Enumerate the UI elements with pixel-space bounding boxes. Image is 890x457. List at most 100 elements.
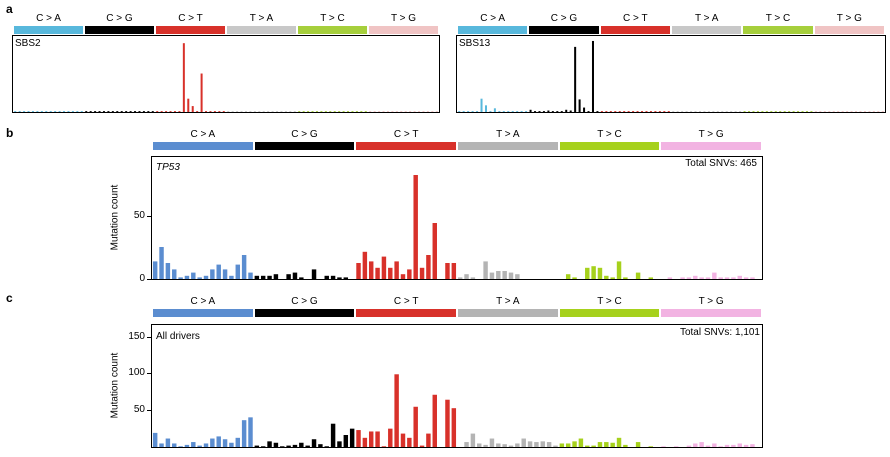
sbs13-bar-91 — [863, 111, 866, 112]
all-drivers-bar-35 — [375, 431, 380, 447]
chart-frame-all-drivers — [151, 324, 763, 448]
sbs13-bar-0 — [458, 111, 461, 112]
sbs2-bar-4 — [31, 111, 34, 112]
all-drivers-bar-8 — [203, 443, 209, 447]
sbs13-bar-76 — [797, 111, 800, 112]
sbs13-bar-16 — [529, 109, 532, 112]
sbs13-bar-84 — [832, 111, 835, 112]
tp53-bar-46 — [445, 263, 450, 279]
tp53-bar-78 — [648, 277, 654, 279]
sbs13-bar-34 — [609, 111, 612, 112]
total-snvs-c: Total SNVs: 1,101 — [679, 327, 760, 338]
tp53-bar-7 — [197, 277, 202, 279]
sbs13-bar-83 — [828, 111, 831, 112]
tp53-bar-21 — [286, 274, 291, 279]
all-drivers-bar-9 — [210, 438, 215, 447]
category-color-bar-aR-3 — [672, 26, 742, 34]
category-color-bar-b-1 — [254, 142, 355, 150]
all-drivers-bar-38 — [394, 374, 399, 447]
all-drivers-bar-63 — [553, 445, 558, 447]
sbs2-bar-95 — [435, 111, 438, 112]
sbs13-bar-29 — [587, 111, 590, 112]
sbs2-bar-29 — [142, 111, 145, 112]
all-drivers-bar-1 — [159, 443, 164, 447]
sbs13-bar-59 — [721, 111, 724, 112]
sbs2-bar-85 — [391, 111, 394, 112]
all-drivers-bar-47 — [451, 408, 457, 447]
sbs2-bar-65 — [302, 111, 305, 112]
all-drivers-label: All drivers — [156, 331, 200, 342]
sbs13-bar-49 — [676, 111, 679, 112]
tp53-bar-47 — [451, 263, 457, 279]
sbs13-bar-89 — [855, 111, 858, 112]
chart-frame-sbs13 — [456, 35, 886, 113]
category-label-aR-4: T > C — [765, 13, 791, 24]
tp53-bar-87 — [705, 277, 711, 279]
sbs2-bar-86 — [395, 111, 398, 112]
sbs13-bar-46 — [663, 111, 666, 112]
sbs13-bar-4 — [476, 111, 479, 112]
all-drivers-bar-39 — [400, 433, 406, 447]
tp53-bar-93 — [743, 277, 749, 279]
sbs2-bar-82 — [378, 111, 381, 112]
sbs13-bar-81 — [819, 111, 822, 112]
all-drivers-bar-85 — [693, 443, 698, 447]
sbs13-bar-10 — [502, 111, 505, 112]
category-label-aL-0: C > A — [36, 13, 61, 24]
all-drivers-bar-24 — [305, 445, 310, 447]
category-color-bar-c-3 — [458, 309, 558, 317]
sbs2-bar-80 — [369, 111, 372, 112]
tp53-bar-66 — [572, 277, 577, 279]
sbs13-bar-5 — [480, 98, 483, 112]
sbs13-bar-66 — [752, 111, 755, 112]
sbs2-bar-67 — [311, 111, 314, 112]
sbs13-bar-25 — [569, 110, 572, 112]
sbs13-bar-50 — [681, 111, 684, 112]
sbs13-bar-82 — [823, 111, 826, 112]
sbs2-bar-70 — [324, 111, 327, 112]
sbs2-bar-36 — [173, 111, 176, 112]
sbs2-bar-60 — [280, 111, 283, 112]
all-drivers-bar-88 — [712, 443, 717, 447]
all-drivers-bar-60 — [534, 442, 539, 447]
all-drivers-bar-26 — [318, 444, 323, 447]
sbs13-bar-35 — [614, 111, 617, 112]
sbs2-bar-33 — [160, 111, 163, 112]
y-tick-mark-c-100 — [147, 373, 151, 374]
all-drivers-bar-93 — [743, 444, 749, 447]
sbs2-bar-58 — [271, 111, 274, 112]
sbs13-bar-14 — [520, 111, 523, 112]
all-drivers-bar-46 — [445, 399, 450, 447]
sbs13-bar-67 — [756, 111, 759, 112]
sbs13-bar-33 — [605, 111, 608, 112]
tp53-bar-13 — [235, 264, 241, 279]
sbs2-bar-6 — [40, 111, 43, 112]
category-label-c-4: T > C — [597, 296, 622, 307]
sbs2-bar-75 — [347, 111, 350, 112]
all-drivers-bar-31 — [349, 428, 355, 447]
sbs2-bar-9 — [54, 111, 57, 112]
sbs2-bar-chart — [14, 43, 438, 112]
sbs13-bar-87 — [846, 111, 849, 112]
all-drivers-bar-94 — [750, 444, 755, 447]
category-color-bar-aR-5 — [814, 26, 884, 34]
sbs13-bar-37 — [623, 111, 626, 112]
all-drivers-bar-90 — [724, 444, 730, 447]
tp53-bar-14 — [241, 255, 247, 279]
tp53-bar-86 — [699, 277, 704, 279]
sbs2-bar-94 — [431, 111, 434, 112]
tp53-bar-10 — [216, 264, 221, 279]
sbs2-bar-43 — [205, 111, 208, 112]
tp53-bar-73 — [616, 261, 622, 279]
tp53-bar-70 — [597, 267, 603, 279]
tp53-bar-76 — [635, 272, 641, 279]
all-drivers-bar-21 — [286, 445, 291, 447]
tp53-bar-16 — [254, 275, 260, 279]
sbs2-bar-20 — [102, 111, 105, 112]
all-drivers-bar-20 — [280, 446, 285, 447]
tp53-bar-54 — [496, 271, 501, 279]
sbs2-bar-59 — [276, 111, 279, 112]
category-color-bar-b-2 — [356, 142, 456, 150]
all-drivers-bar-91 — [731, 444, 736, 447]
sbs2-bar-10 — [58, 111, 61, 112]
